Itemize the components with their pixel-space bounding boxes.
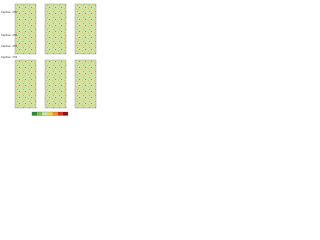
figure: Capteur n°1 Capteur n°2 Capteur n°3 Capteur… xyxy=(1,3,97,116)
sensor-label: Capteur n°4 xyxy=(1,55,17,59)
heatmap-panel xyxy=(14,3,37,55)
heatmap-panel xyxy=(44,3,67,55)
legend-swatch xyxy=(42,112,48,116)
sensor-label: Capteur n°3 xyxy=(1,44,17,48)
heatmap-panel xyxy=(74,59,97,109)
legend-frame xyxy=(31,111,69,116)
sensor-label: Capteur n°2 xyxy=(1,33,17,37)
heatmap-panel xyxy=(14,59,37,109)
legend-swatch xyxy=(57,112,63,116)
legend-swatch xyxy=(52,112,58,116)
legend-swatch xyxy=(32,112,38,116)
heatmap-panel xyxy=(44,59,67,109)
legend-swatch xyxy=(47,112,53,116)
panels xyxy=(14,3,97,109)
sensor-label: Capteur n°1 xyxy=(1,10,17,14)
page: {"figure": { "sensor_labels": ["Capteur … xyxy=(0,0,100,121)
heatmap-panel xyxy=(74,3,97,55)
legend-swatch xyxy=(37,112,43,116)
legend-swatch xyxy=(62,112,68,116)
